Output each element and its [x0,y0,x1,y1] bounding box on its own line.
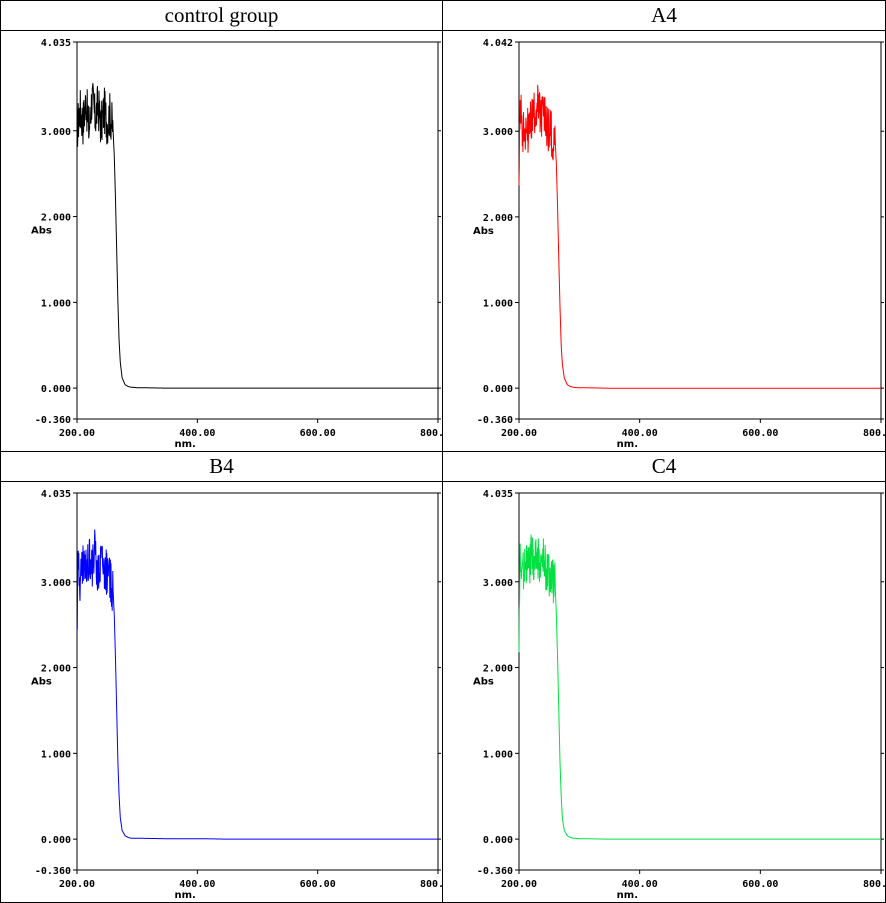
x-tick-label: 400.00 [622,428,658,439]
panel-title: C4 [443,452,885,482]
y-tick-label: 2.000 [41,213,71,224]
y-tick-label: 2.000 [483,664,513,675]
y-tick-label: 3.000 [483,578,513,589]
x-axis-label: nm. [617,439,638,450]
y-tick-label: 4.035 [483,489,513,500]
panel-title: A4 [443,1,885,31]
chart-a4: 4.042 3.000 2.000 1.000 0.000 -0.360 Abs 200.00… [473,38,885,450]
y-tick-label: 1.000 [41,749,71,760]
series-line [76,529,438,840]
y-tick-label: -0.360 [35,415,71,426]
plot-frame [76,41,439,420]
x-tick-label: 400.00 [179,428,215,439]
x-tick-label: 200.00 [501,428,537,439]
y-tick-label: 0.000 [41,835,71,846]
y-tick-label: 2.000 [41,664,71,675]
y-tick-label: -0.360 [477,866,513,877]
panel-c4: C4 4.035 3.000 2.000 1.000 0.000 -0.360 Abs 200… [443,452,885,902]
y-tick-label: 0.000 [41,384,71,395]
y-tick-label: -0.360 [477,415,513,426]
chart-c4: 4.035 3.000 2.000 1.000 0.000 -0.360 Abs 200.00… [473,489,885,901]
x-tick-label: 400.00 [179,879,215,890]
y-tick-label: 4.035 [41,38,71,49]
x-tick-label: 400.00 [622,879,658,890]
y-tick-label: 0.000 [483,835,513,846]
x-tick-label: 800.00 [420,879,442,890]
chart-control-group: 4.035 3.000 2.000 1.000 0.000 -0.360 Abs 200.00… [31,38,442,450]
panel-a4: A4 4.042 3.000 2.000 1.000 0.000 -0.360 Abs 200… [443,1,885,451]
y-tick-label: 1.000 [41,298,71,309]
x-tick-label: 600.00 [300,428,336,439]
y-tick-label: 1.000 [483,299,513,310]
x-tick-label: 600.00 [742,428,778,439]
y-axis-label: Abs [31,677,52,688]
x-tick-label: 800.00 [420,428,442,439]
plot-frame [518,492,882,871]
x-axis-label: nm. [174,890,195,901]
y-tick-label: 0.000 [483,384,513,395]
x-tick-label: 800.00 [863,428,885,439]
x-tick-label: 200.00 [59,879,95,890]
x-tick-label: 200.00 [59,428,95,439]
series-line [518,84,881,389]
y-axis-label: Abs [473,226,494,237]
x-tick-label: 800.00 [863,879,885,890]
y-axis-label: Abs [31,226,52,237]
y-tick-label: 4.042 [483,38,513,49]
x-axis-label: nm. [617,890,638,901]
y-tick-label: 2.000 [483,213,513,224]
y-tick-label: 4.035 [41,489,71,500]
chart-b4: 4.035 3.000 2.000 1.000 0.000 -0.360 Abs 200.00… [31,489,442,901]
y-tick-label: 3.000 [41,127,71,138]
series-line [518,534,881,840]
y-tick-label: -0.360 [35,866,71,877]
plot-frame [518,41,882,420]
table-divider-horizontal [0,451,886,452]
x-tick-label: 600.00 [300,879,336,890]
x-tick-label: 200.00 [501,879,537,890]
x-tick-label: 600.00 [742,879,778,890]
panel-title: control group [1,1,442,31]
plot-frame [76,492,439,871]
panel-title: B4 [1,452,442,482]
x-axis-label: nm. [174,439,195,450]
y-tick-label: 1.000 [483,749,513,760]
series-line [76,83,438,389]
panel-control-group: control group 4.035 3.000 2.000 1.000 0.000 -… [1,1,442,451]
y-tick-label: 3.000 [41,578,71,589]
y-tick-label: 3.000 [483,127,513,138]
y-axis-label: Abs [473,677,494,688]
panel-b4: B4 4.035 3.000 2.000 1.000 0.000 -0.360 Abs 200… [1,452,442,902]
